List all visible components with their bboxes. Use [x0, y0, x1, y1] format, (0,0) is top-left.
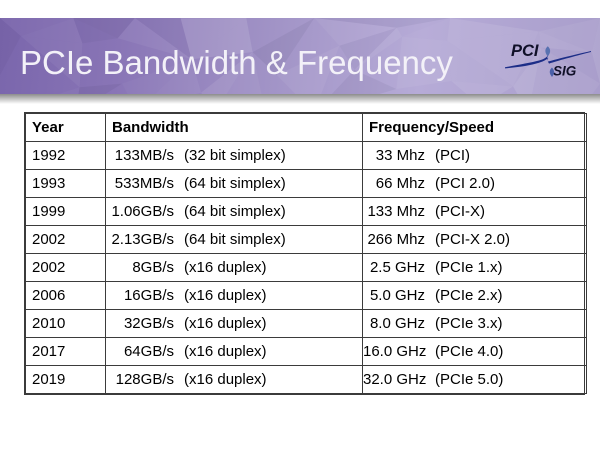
svg-text:PCI: PCI: [511, 44, 539, 60]
svg-text:SIG: SIG: [553, 64, 577, 79]
